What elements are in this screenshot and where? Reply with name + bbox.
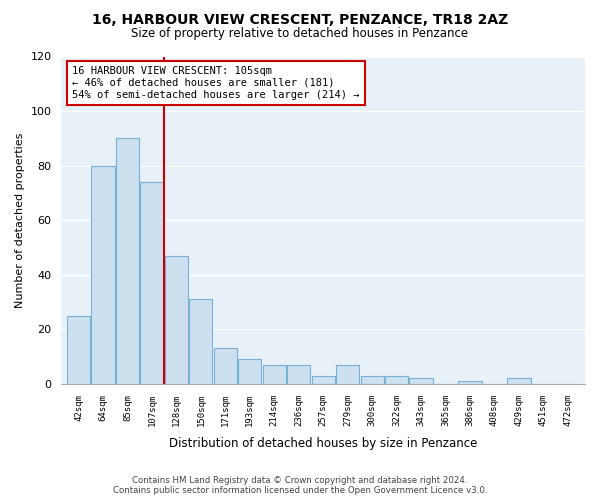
Bar <box>336 365 359 384</box>
Text: 16, HARBOUR VIEW CRESCENT, PENZANCE, TR18 2AZ: 16, HARBOUR VIEW CRESCENT, PENZANCE, TR1… <box>92 12 508 26</box>
Y-axis label: Number of detached properties: Number of detached properties <box>15 132 25 308</box>
Bar <box>458 381 482 384</box>
Bar <box>214 348 237 384</box>
Bar <box>311 376 335 384</box>
Bar <box>263 365 286 384</box>
Bar <box>91 166 115 384</box>
Bar <box>385 376 408 384</box>
Bar <box>189 300 212 384</box>
Bar <box>508 378 530 384</box>
Bar <box>116 138 139 384</box>
Bar <box>165 256 188 384</box>
Text: 16 HARBOUR VIEW CRESCENT: 105sqm
← 46% of detached houses are smaller (181)
54% : 16 HARBOUR VIEW CRESCENT: 105sqm ← 46% o… <box>72 66 359 100</box>
Bar <box>67 316 90 384</box>
Bar <box>238 360 262 384</box>
Text: Contains HM Land Registry data © Crown copyright and database right 2024.
Contai: Contains HM Land Registry data © Crown c… <box>113 476 487 495</box>
Bar <box>140 182 164 384</box>
Bar <box>409 378 433 384</box>
Text: Size of property relative to detached houses in Penzance: Size of property relative to detached ho… <box>131 28 469 40</box>
Bar <box>361 376 384 384</box>
X-axis label: Distribution of detached houses by size in Penzance: Distribution of detached houses by size … <box>169 437 478 450</box>
Bar <box>287 365 310 384</box>
